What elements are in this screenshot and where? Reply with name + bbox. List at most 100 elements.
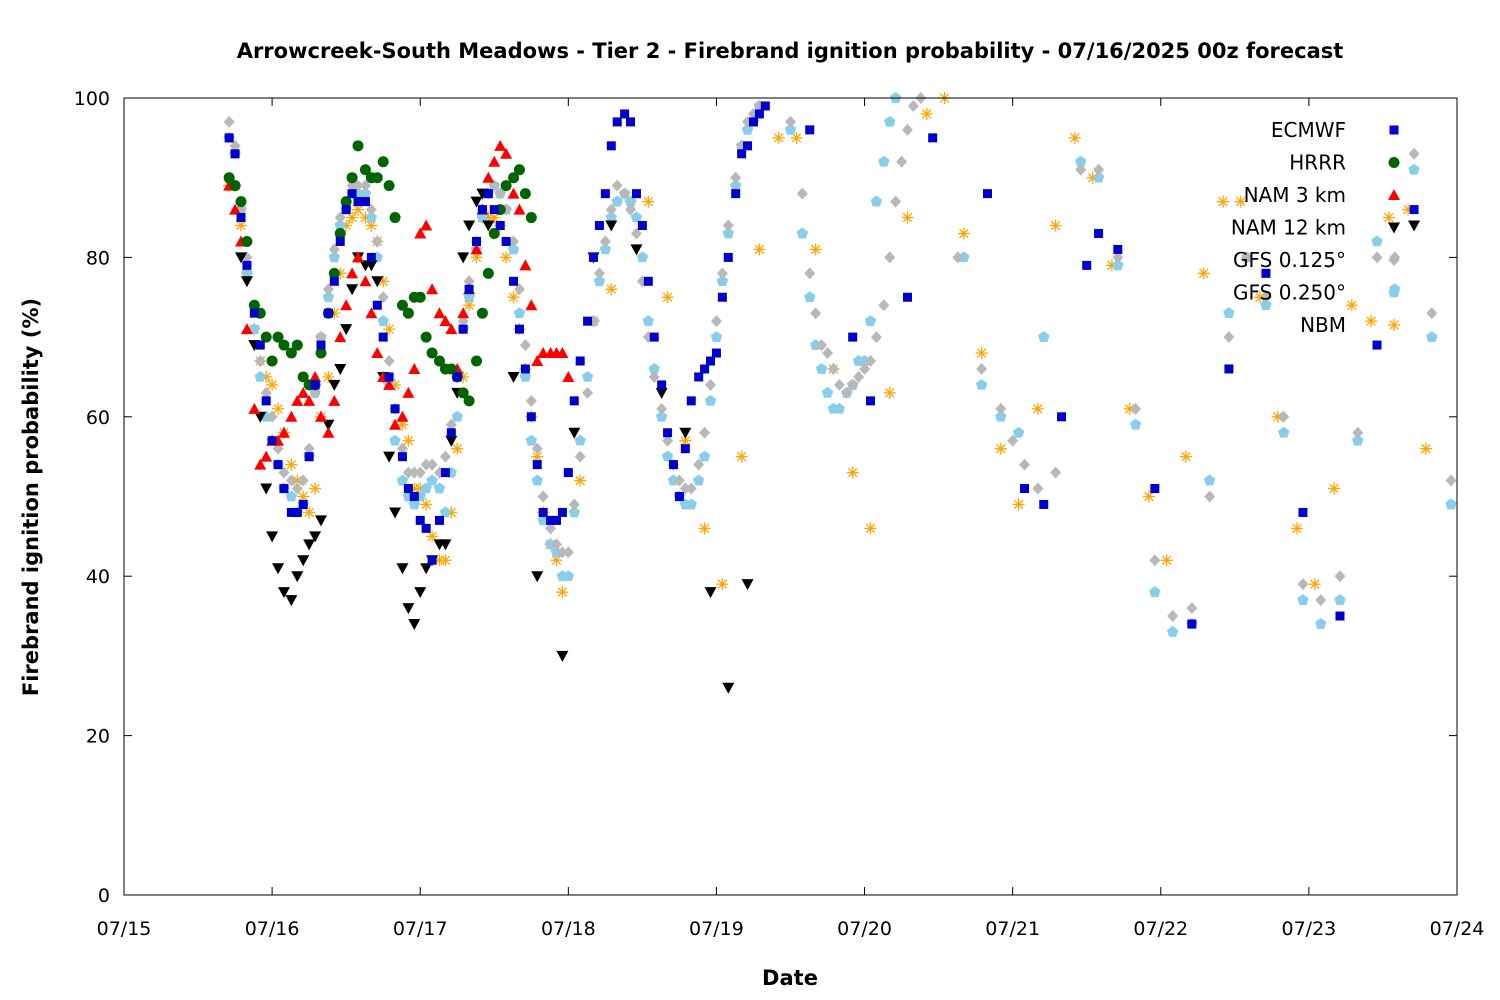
x-tick-label: 07/22 [1133, 918, 1188, 940]
point-gfs-0-125 [328, 243, 340, 256]
point-nbm [901, 211, 914, 224]
point-gfs-0-250 [784, 123, 797, 135]
point-ecmwf [1082, 260, 1092, 270]
point-ecmwf [532, 460, 542, 470]
point-gfs-0-250 [537, 514, 549, 526]
point-nam-12-km [254, 411, 267, 423]
point-ecmwf [723, 252, 733, 262]
point-gfs-0-125 [976, 362, 988, 375]
point-nam-12-km [309, 531, 322, 543]
point-nbm [772, 131, 785, 144]
point-ecmwf [304, 452, 314, 462]
point-ecmwf [427, 555, 437, 565]
point-gfs-0-250 [864, 315, 877, 327]
point-gfs-0-125 [810, 307, 822, 320]
point-gfs-0-125 [346, 179, 358, 192]
point-nam-3-km [408, 362, 421, 374]
point-ecmwf [575, 356, 585, 366]
point-gfs-0-250 [426, 474, 438, 486]
point-hrrr [414, 291, 426, 303]
point-nbm [383, 323, 396, 336]
point-nam-3-km [240, 323, 253, 335]
point-gfs-0-125 [359, 179, 371, 192]
point-nam-12-km [383, 451, 396, 463]
point-ecmwf [657, 380, 667, 390]
point-nam-3-km [433, 307, 446, 319]
point-ecmwf [440, 468, 450, 478]
point-nam-3-km [277, 426, 290, 438]
point-gfs-0-125 [710, 315, 722, 328]
point-nam-3-km [470, 243, 483, 255]
point-ecmwf [286, 507, 296, 517]
point-ecmwf [748, 117, 758, 127]
point-hrrr [482, 267, 494, 279]
y-tick-label: 0 [98, 885, 110, 907]
point-ecmwf [606, 141, 616, 151]
point-nam-12-km [260, 483, 273, 495]
point-gfs-0-125 [508, 235, 520, 248]
point-nam-3-km [309, 370, 322, 382]
point-ecmwf [700, 364, 710, 374]
point-gfs-0-125 [365, 203, 377, 216]
point-gfs-0-250 [611, 195, 623, 207]
point-nbm [1419, 442, 1432, 455]
point-gfs-0-125 [1019, 458, 1031, 471]
point-nam-12-km [420, 563, 433, 575]
point-gfs-0-250 [692, 474, 705, 486]
point-nam-12-km [741, 579, 754, 591]
point-nbm [556, 586, 569, 599]
point-gfs-0-250 [716, 275, 729, 287]
point-hrrr [315, 347, 327, 359]
point-nbm [716, 578, 729, 591]
legend-label: NAM 12 km [1231, 216, 1346, 240]
point-nam-3-km [482, 171, 495, 183]
x-tick-label: 07/15 [97, 918, 152, 940]
point-gfs-0-250 [1203, 474, 1216, 486]
point-nbm [322, 370, 335, 383]
point-gfs-0-125 [550, 538, 562, 551]
point-gfs-0-125 [722, 219, 734, 232]
point-nbm [574, 474, 587, 487]
point-hrrr [352, 140, 364, 152]
point-gfs-0-250 [605, 211, 617, 223]
point-gfs-0-250 [1075, 155, 1087, 167]
point-nam-3-km [426, 283, 439, 295]
point-gfs-0-125 [847, 378, 859, 391]
point-nam-3-km [254, 458, 267, 470]
point-hrrr [371, 172, 383, 184]
point-gfs-0-250 [507, 243, 520, 255]
point-nam-3-km [371, 347, 384, 359]
point-gfs-0-250 [685, 498, 697, 510]
point-ecmwf [737, 149, 747, 159]
point-gfs-0-250 [1297, 594, 1309, 605]
point-hrrr [377, 156, 389, 168]
point-nam-3-km [248, 402, 261, 414]
point-hrrr [471, 355, 483, 367]
point-nam-12-km [482, 220, 495, 232]
point-gfs-0-250 [1278, 426, 1290, 438]
point-gfs-0-125 [420, 458, 432, 471]
point-ecmwf [520, 364, 530, 374]
point-gfs-0-125 [605, 203, 617, 216]
point-nam-12-km [322, 419, 335, 431]
point-gfs-0-125 [662, 434, 674, 447]
point-gfs-0-125 [556, 546, 568, 559]
point-gfs-0-125 [377, 291, 389, 304]
point-nbm [1345, 299, 1358, 312]
point-gfs-0-125 [568, 498, 580, 511]
point-gfs-0-125 [611, 179, 623, 192]
x-tick-label: 07/19 [689, 918, 744, 940]
point-ecmwf [472, 236, 482, 246]
point-gfs-0-125 [383, 355, 395, 368]
point-hrrr [420, 331, 432, 343]
point-gfs-0-250 [870, 195, 883, 207]
point-ecmwf [1298, 507, 1308, 517]
point-nam-12-km [704, 587, 717, 599]
point-ecmwf [643, 276, 653, 286]
point-gfs-0-125 [907, 99, 919, 112]
point-ecmwf [569, 396, 579, 406]
point-hrrr [241, 235, 253, 247]
point-nbm [1179, 450, 1192, 463]
point-ecmwf [743, 141, 753, 151]
point-nam-12-km [402, 603, 415, 615]
